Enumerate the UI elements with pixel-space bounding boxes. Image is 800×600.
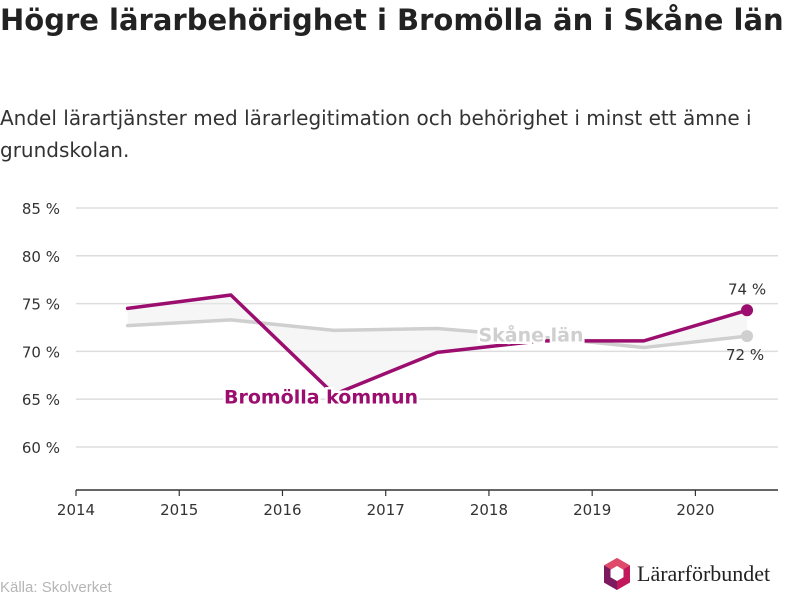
x-tick-label: 2015: [160, 501, 198, 519]
series-end-point-skane: [741, 330, 754, 343]
chart-subtitle: Andel lärartjänster med lärarlegitimatio…: [0, 106, 752, 162]
series-line-skane: [125, 318, 749, 350]
brand-logo: Lärarförbundet: [603, 556, 770, 592]
series-line-bromolla: [125, 293, 749, 397]
series-lines: [125, 293, 754, 397]
y-tick-label: 70 %: [22, 343, 60, 361]
y-tick-label: 85 %: [22, 200, 60, 218]
difference-area: [127, 294, 748, 395]
difference-area: [127, 294, 748, 395]
y-tick-label: 75 %: [22, 296, 60, 314]
series-labels: 74 % 72 % Skåne län Bromölla kommun: [221, 280, 766, 411]
y-tick-label: 60 %: [22, 439, 60, 457]
series-label-bromolla: Bromölla kommun: [224, 387, 418, 409]
x-tick-label: 2016: [263, 501, 301, 519]
data-label-skane-end: 72 %: [726, 346, 764, 364]
lararforbundet-logo-icon: [604, 558, 630, 590]
series-label-skane: Skåne län: [478, 322, 583, 346]
y-tick-label: 65 %: [22, 391, 60, 409]
y-tick-label: 80 %: [22, 248, 60, 266]
grid-lines: [76, 207, 778, 448]
source-note: Källa: Skolverket: [0, 579, 112, 596]
data-label-bromolla-end: 74 %: [728, 280, 766, 298]
chart-title: Högre lärarbehörighet i Bromölla än i Sk…: [0, 3, 784, 37]
x-axis: 2014 2015 2016 2017 2018 2019 2020: [57, 489, 778, 519]
x-tick-label: 2018: [470, 501, 508, 519]
brand-name: Lärarförbundet: [637, 561, 771, 586]
series-end-point-bromolla: [741, 304, 754, 317]
x-tick-label: 2019: [573, 501, 611, 519]
x-tick-label: 2017: [367, 501, 405, 519]
x-tick-label: 2020: [676, 501, 714, 519]
y-axis-labels: 60 % 65 % 70 % 75 % 80 % 85 %: [22, 200, 60, 457]
x-tick-label: 2014: [57, 501, 95, 519]
